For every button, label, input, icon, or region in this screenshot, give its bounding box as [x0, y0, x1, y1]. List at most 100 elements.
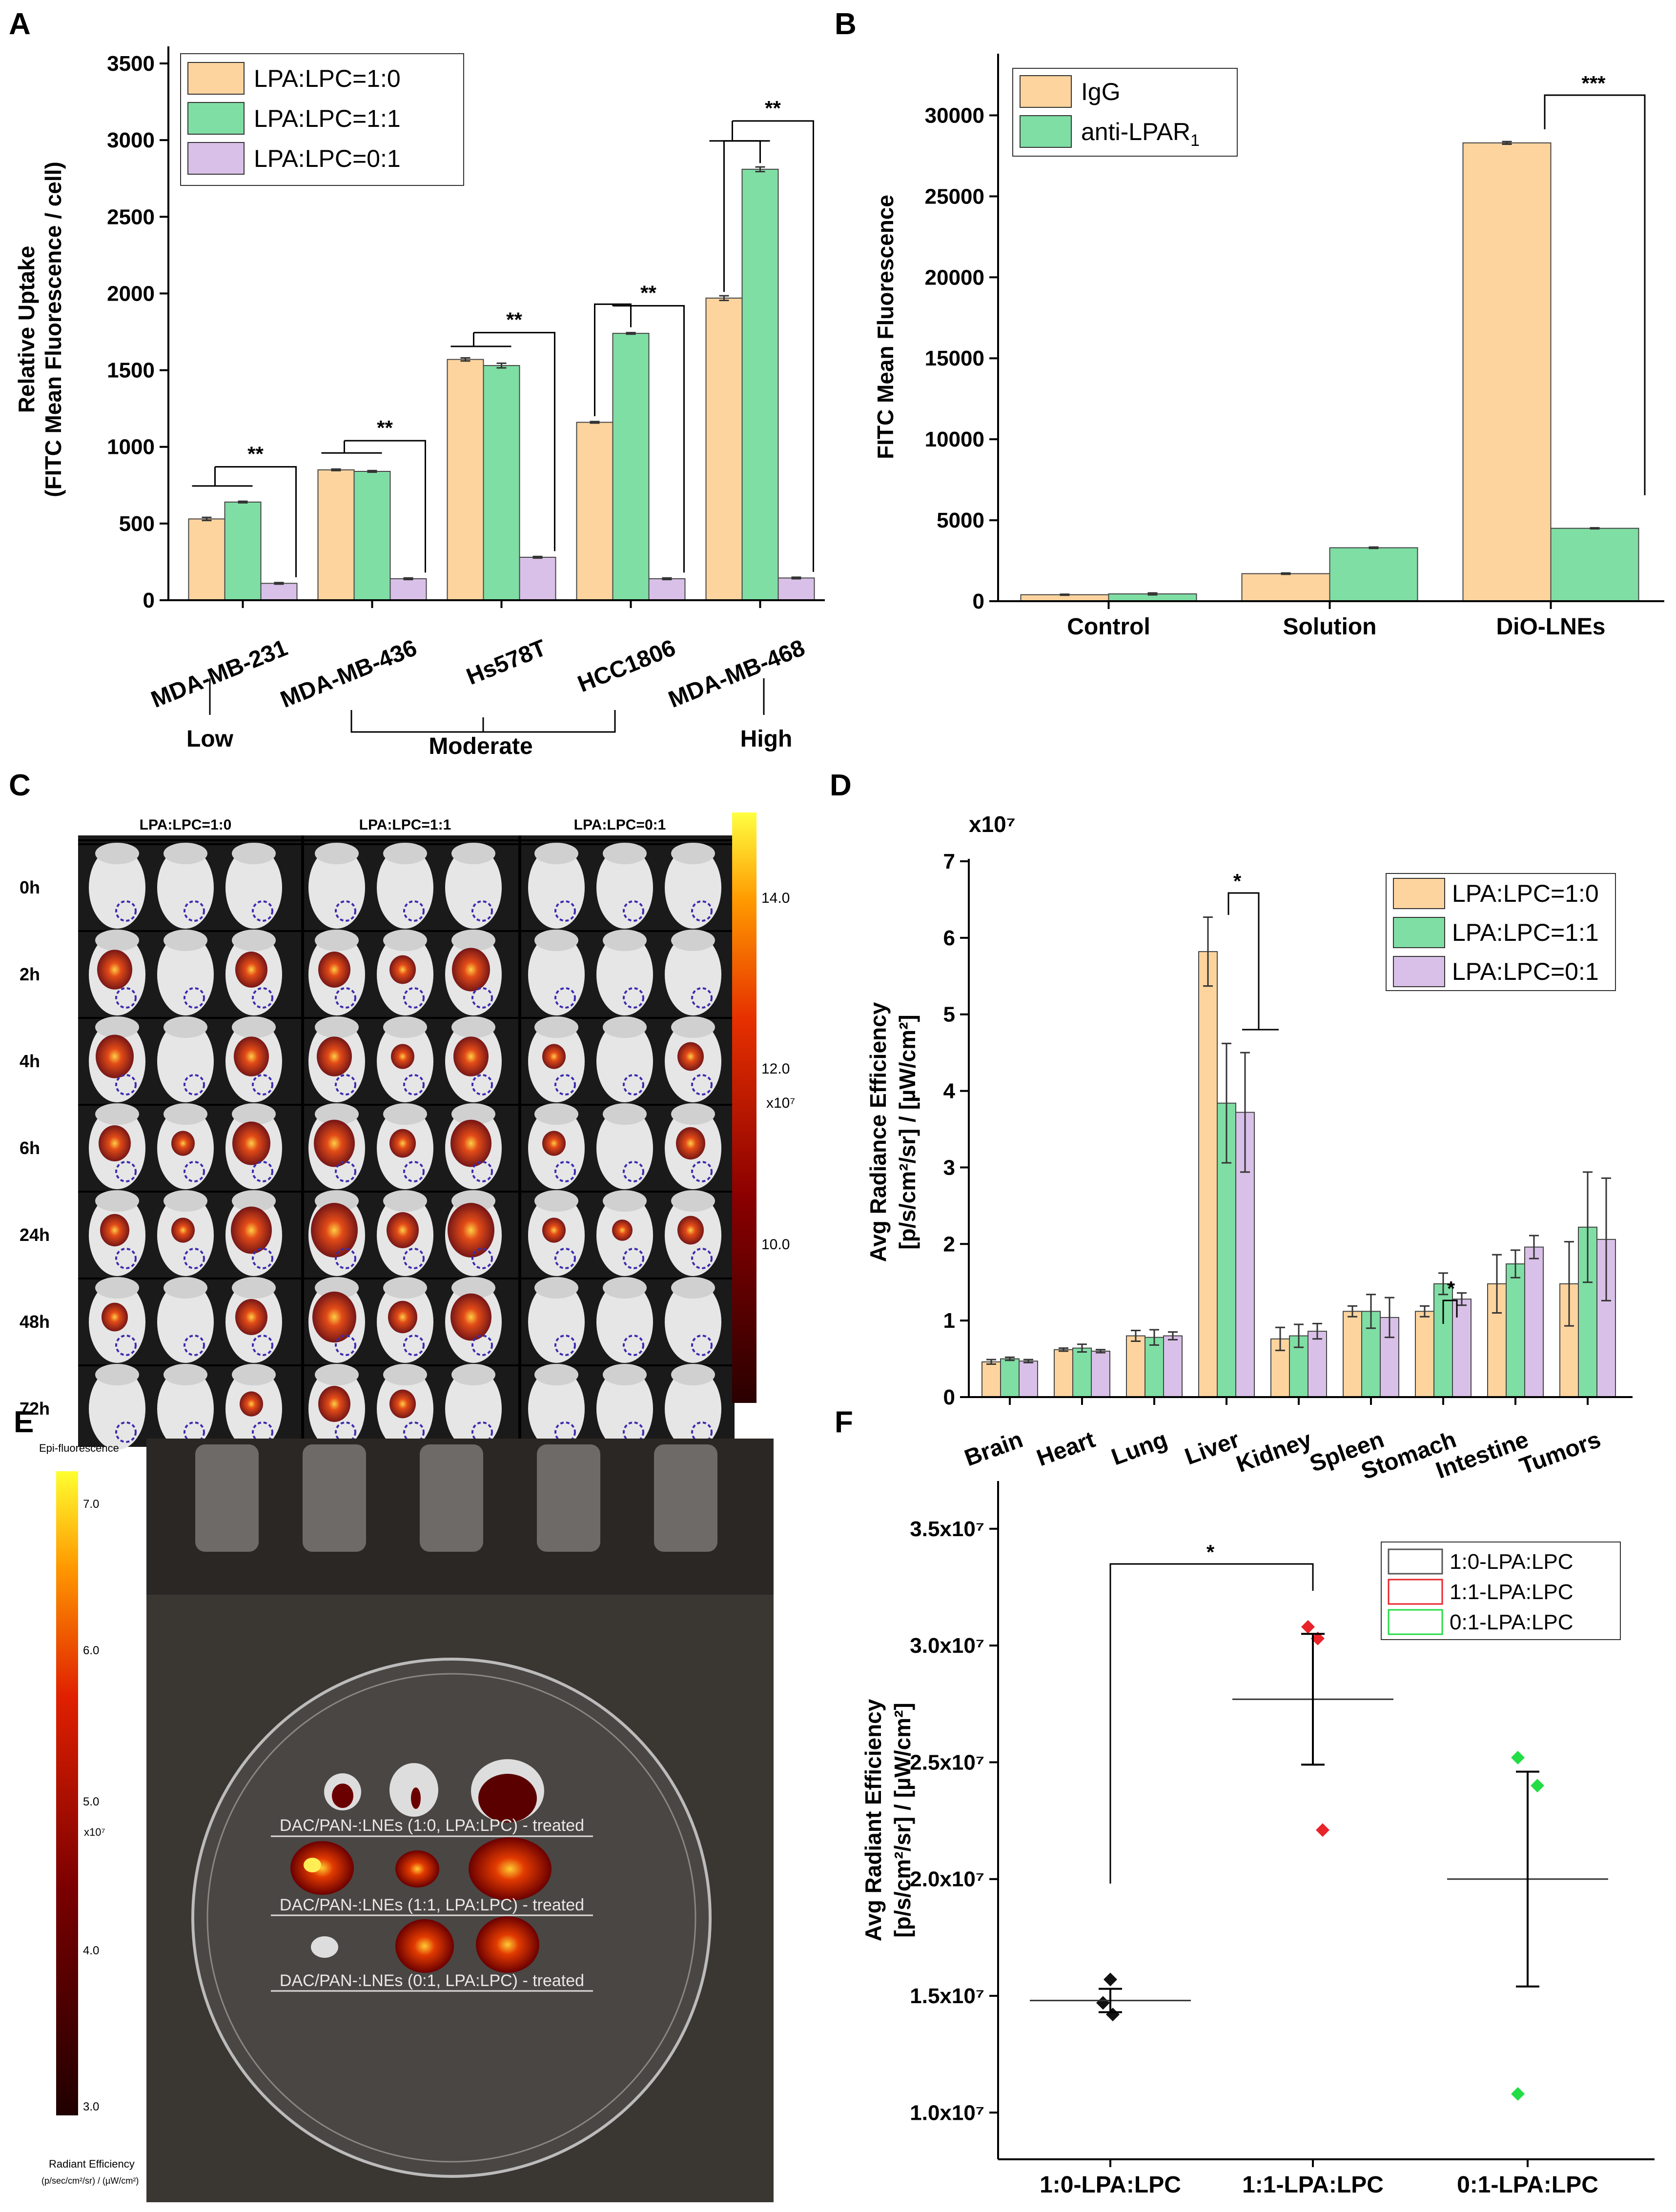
time-label: 2h — [20, 964, 40, 984]
tumor-marker-circle — [554, 1161, 576, 1182]
mouse-shoulders — [383, 1277, 427, 1299]
point-1-2 — [1316, 1823, 1329, 1837]
mouse-shoulders — [671, 1364, 715, 1385]
bar-0-1-1 — [353, 471, 391, 601]
chart-a-ylabel-line2: (FITC Mean Fluorescence / cell) — [41, 162, 66, 497]
tumor-marker-circle — [691, 987, 713, 1009]
tumor-marker-circle — [184, 1248, 205, 1269]
mouse-shoulders — [232, 1016, 276, 1038]
tumor-marker-circle — [335, 1335, 356, 1356]
chart-f-sig-bracket — [1109, 1563, 1314, 1884]
fluorescence-signal — [542, 1218, 566, 1243]
fluorescence-signal — [450, 1119, 491, 1167]
significance-label: ** — [506, 308, 522, 331]
sig-bracket — [473, 332, 555, 551]
legend-label-anti-lpar1-prefix: anti-LPAR — [1081, 118, 1190, 145]
fluorescence-signal — [542, 1044, 566, 1069]
chart-a-error-bars — [202, 166, 801, 585]
tumor-marker-circle — [184, 1335, 205, 1356]
bar-1-0-1 — [1241, 573, 1330, 602]
mouse-shoulders — [603, 1190, 647, 1212]
bar-2-2-6 — [1452, 1299, 1472, 1398]
mouse-body — [528, 847, 585, 929]
chart-f-legend: 1:0-LPA:LPC 1:1-LPA:LPC 0:1-LPA:LPC — [1381, 1542, 1621, 1640]
chart-b-bars — [1020, 142, 1639, 609]
mouse-body — [377, 847, 433, 929]
fluorescence-signal — [100, 1214, 129, 1247]
y-tick-label: 0 — [943, 1385, 955, 1409]
mouse-shoulders — [232, 930, 276, 951]
f-legend-label-1-0: 1:0-LPA:LPC — [1450, 1550, 1574, 1574]
panel-label-d: D — [830, 769, 852, 802]
bar-2-0-1 — [1054, 1349, 1073, 1398]
d-legend-swatch-orange — [1393, 878, 1445, 909]
tumor-marker-circle — [623, 900, 644, 922]
mouse-shoulders — [232, 1103, 276, 1125]
tube — [420, 1444, 483, 1552]
time-label: 0h — [20, 877, 40, 897]
fluorescence-signal — [234, 1036, 269, 1076]
bar-2-2-7 — [1524, 1246, 1544, 1398]
fluorescence-signal — [232, 1121, 270, 1165]
mouse-shoulders — [164, 1277, 207, 1299]
tumor-marker-circle — [335, 1421, 356, 1443]
mouse-shoulders — [383, 930, 427, 951]
tumor-marker-circle — [554, 1335, 576, 1356]
mouse-shoulders — [603, 843, 647, 864]
mouse-shoulders — [95, 930, 139, 951]
fluorescence-signal — [97, 950, 132, 990]
fluorescence-signal — [389, 1389, 416, 1419]
tumor-marker-circle — [623, 1248, 644, 1269]
legend-label-1-1: LPA:LPC=1:1 — [254, 105, 401, 132]
tumor-1-1-c — [469, 1837, 552, 1901]
f-legend-swatch-1-0 — [1388, 1548, 1443, 1575]
fluorescence-signal — [612, 1219, 633, 1241]
mouse-shoulders — [95, 1103, 139, 1125]
tumor-marker-circle — [403, 1335, 425, 1356]
tumor-marker-circle — [623, 987, 644, 1009]
group-label-0-1: LPA:LPC=0:1 — [574, 817, 666, 833]
tumor-marker-circle — [403, 1248, 425, 1269]
mouse-shoulders — [315, 1016, 359, 1038]
mouse-body — [665, 847, 721, 929]
tumor-marker-circle — [115, 1335, 137, 1356]
tumor-marker-circle — [623, 1335, 644, 1356]
category-label: Tumors — [1516, 1427, 1604, 1480]
fluorescence-signal — [235, 952, 267, 988]
d-legend-swatch-green — [1393, 917, 1445, 948]
chart-f: 1.0x10⁷ 1.5x10⁷ 2.0x10⁷ 2.5x10⁷ 3.0x10⁷ 3.5x1… — [860, 1481, 1655, 2198]
mouse-shoulders — [603, 1103, 647, 1125]
mouse-body — [157, 1368, 214, 1450]
color-scale-bar — [732, 812, 756, 1403]
tumor-marker-circle — [691, 900, 713, 922]
category-label: MDA-MB-468 — [665, 635, 808, 713]
y-tick-label: 3500 — [107, 52, 155, 76]
category-label: HCC1806 — [574, 635, 679, 697]
tumor-marker-circle — [471, 900, 493, 922]
mouse-body — [665, 934, 721, 1015]
tumor-marker-circle — [252, 1421, 273, 1443]
tumor-marker-circle — [403, 1421, 425, 1443]
panel-label-e: E — [14, 1405, 34, 1439]
y-tick-label: 3000 — [107, 128, 155, 152]
y-tick-label: 6 — [943, 926, 955, 950]
tumor-marker-circle — [623, 1161, 644, 1182]
d-legend-swatch-purple — [1393, 956, 1445, 987]
tumor-1-0-a-signal — [332, 1784, 353, 1808]
legend-swatch-purple — [187, 142, 245, 175]
bar-0-0-0 — [188, 518, 225, 601]
mouse-shoulders — [451, 1277, 495, 1299]
point-1-0 — [1301, 1620, 1315, 1634]
mouse-body — [596, 1368, 653, 1450]
fluorescence-signal — [312, 1291, 356, 1343]
bar-2-0-5 — [1343, 1311, 1362, 1398]
legend-swatch-orange — [187, 62, 245, 95]
tumor-marker-circle — [623, 1074, 644, 1096]
y-tick-label: 5000 — [937, 508, 984, 532]
mouse-body — [665, 1281, 721, 1363]
bar-0-2-3 — [648, 578, 686, 601]
mouse-shoulders — [603, 1277, 647, 1299]
tumor-marker-circle — [115, 987, 137, 1009]
